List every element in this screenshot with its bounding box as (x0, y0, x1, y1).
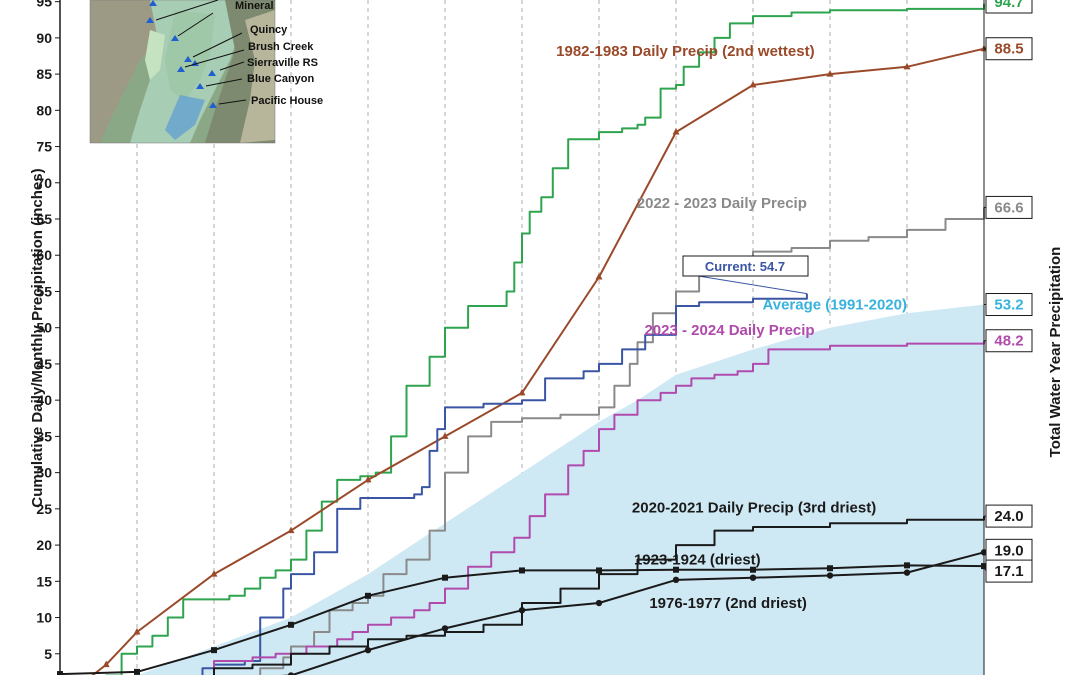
marker-square (673, 566, 679, 573)
marker-circle (672, 576, 680, 584)
y-tick-label: 70 (36, 175, 52, 191)
current-callout: Current: 54.7 (682, 255, 809, 295)
end-box-driest (985, 559, 1033, 583)
station-label: Pacific House (251, 95, 323, 107)
end-value-d2020: 24.0 (994, 508, 1023, 525)
marker-circle (287, 672, 295, 675)
marker-triangle (133, 628, 141, 635)
marker-square (750, 566, 756, 573)
series-label-l_2nd_driest: 1976-1977 (2nd driest) (649, 595, 807, 612)
y-tick-label: 95 (36, 0, 52, 10)
marker-circle (903, 569, 911, 576)
y-tick-label: 65 (36, 211, 52, 227)
y-tick-label: 5 (44, 646, 52, 662)
end-box-second_wettest (985, 37, 1033, 61)
average-area-layer (138, 304, 984, 675)
station-label: Mineral (235, 0, 274, 12)
end-value-second_wettest: 88.5 (994, 41, 1023, 58)
end-box-d2020 (985, 504, 1033, 528)
series-label-l_2023: 2023 - 2024 Daily Precip (644, 322, 814, 339)
marker-circle (826, 572, 834, 579)
y-tick-label: 60 (36, 247, 52, 263)
end-value-y2023: 48.2 (994, 333, 1023, 350)
y-tick-label: 20 (36, 537, 52, 553)
current-label: Current: 54.7 (705, 259, 785, 274)
marker-square (596, 567, 602, 574)
station-label: Blue Canyon (247, 73, 315, 85)
series-label-l_2022: 2022 - 2023 Daily Precip (637, 195, 807, 212)
y-tick-label: 30 (36, 465, 52, 481)
end-value-average: 53.2 (994, 297, 1023, 314)
marker-triangle (441, 432, 449, 439)
marker-square (211, 647, 217, 654)
axis: 5 10 15 20 25 30 35 40 45 50 55 60 65 70 75 80 85 90 95 (36, 0, 985, 675)
series-line-wettest (105, 3, 985, 675)
marker-triangle (287, 526, 295, 534)
series-label-l_2020: 2020-2021 Daily Precip (3rd driest) (632, 499, 876, 516)
end-box-average (985, 293, 1033, 317)
marker-square (442, 574, 448, 581)
marker-triangle (749, 80, 757, 88)
y-tick-label: 10 (36, 610, 52, 626)
marker-circle (364, 646, 372, 654)
average-area (138, 304, 984, 675)
marker-square (904, 562, 910, 569)
end-box-y2022 (985, 195, 1033, 219)
marker-triangle (672, 128, 680, 135)
marker-circle (595, 599, 603, 607)
marker-circle (441, 625, 449, 632)
station-label: Brush Creek (248, 41, 314, 53)
series-label-l_2nd_wettest: 1982-1983 Daily Precip (2nd wettest) (556, 43, 814, 60)
y-axis-title: Cumulative Daily/Monthly Precipitation (… (29, 168, 46, 507)
marker-triangle (518, 388, 526, 396)
end-value-y2022: 66.6 (994, 199, 1023, 216)
y-tick-label: 45 (36, 356, 52, 372)
y-tick-label: 35 (36, 428, 52, 444)
marker-circle (749, 574, 757, 581)
marker-triangle (826, 70, 834, 77)
series-label-l_avg: Average (1991-2020) (762, 297, 907, 314)
y2-axis-title: Total Water Year Precipitation (1047, 247, 1064, 458)
marker-square (365, 592, 371, 599)
marker-square (134, 668, 140, 675)
end-value-driest: 17.1 (994, 563, 1023, 580)
marker-square (827, 565, 833, 572)
series-label-l_driest: 1923-1924 (driest) (634, 552, 761, 569)
end-box-wettest (985, 0, 1033, 14)
series-labels: 1982-1983 Daily Precip (2nd wettest) 2022… (556, 43, 907, 612)
station-label: Sierraville RS (247, 57, 318, 69)
marker-circle (518, 607, 526, 614)
end-value-wettest: 94.7 (994, 0, 1023, 11)
end-box-y2023 (985, 329, 1033, 353)
marker-square (288, 621, 294, 628)
marker-triangle (595, 272, 603, 280)
marker-triangle (903, 62, 911, 70)
y-tick-label: 75 (36, 139, 52, 155)
marker-triangle (102, 660, 110, 668)
marker-square (519, 567, 525, 574)
y-tick-label: 90 (36, 30, 52, 46)
y-tick-label: 80 (36, 102, 52, 118)
y-tick-label: 85 (36, 66, 52, 82)
y-tick-label: 55 (36, 283, 52, 299)
y-tick-label: 25 (36, 501, 52, 517)
end-value-second_driest: 19.0 (994, 542, 1023, 559)
map-inset: Mineral Quincy Brush Creek Sierraville R… (89, 0, 323, 144)
end-value-boxes: 94.7 88.5 66.6 53.2 48.2 24.0 19.0 17.1 (983, 0, 1033, 583)
y-tick-label: 50 (36, 320, 52, 336)
marker-triangle (210, 570, 218, 577)
marker-triangle (364, 475, 372, 483)
y-tick-label: 15 (36, 573, 52, 589)
station-label: Quincy (250, 24, 288, 36)
series-line-d2020 (213, 516, 985, 675)
y-tick-label: 40 (36, 392, 52, 408)
